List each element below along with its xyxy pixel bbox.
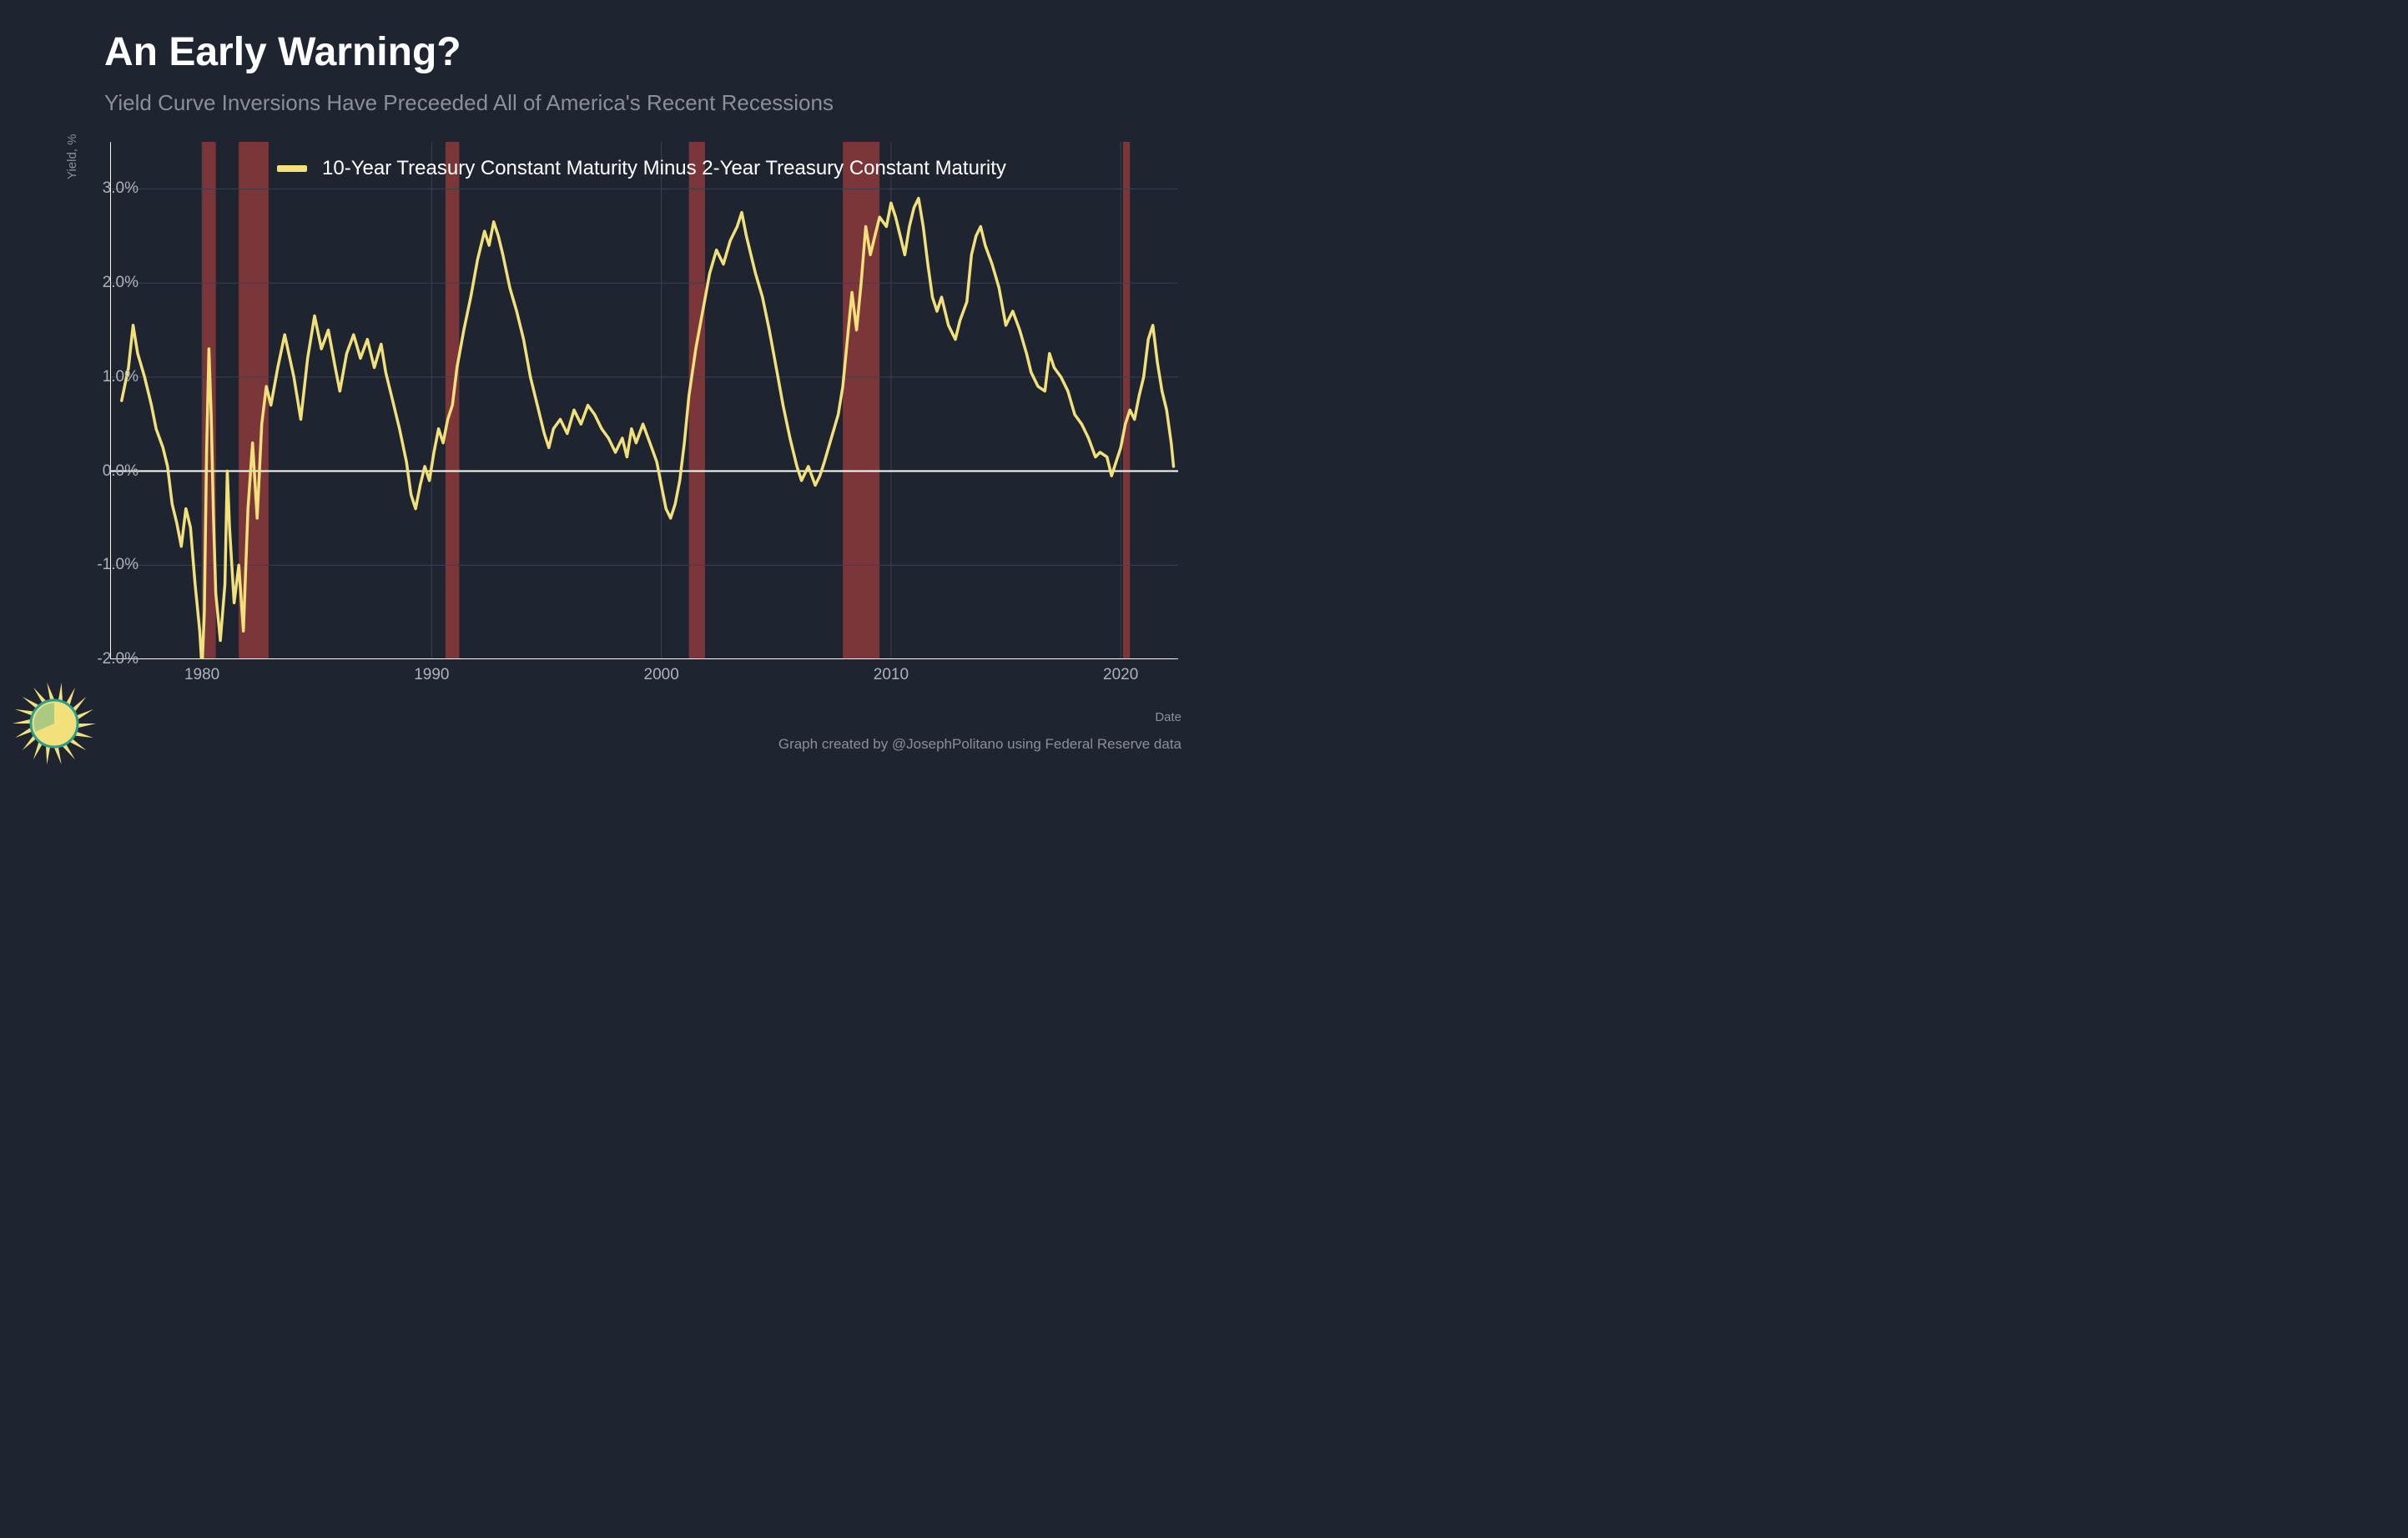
y-axis-label: Yield, % bbox=[65, 134, 79, 179]
y-tick-label: -2.0% bbox=[80, 650, 139, 668]
x-tick-label: 2010 bbox=[874, 666, 909, 684]
x-tick-label: 2020 bbox=[1103, 666, 1138, 684]
chart-title: An Early Warning? bbox=[104, 29, 461, 75]
logo-icon bbox=[8, 678, 100, 769]
chart-svg bbox=[110, 142, 1178, 659]
legend-label: 10-Year Treasury Constant Maturity Minus… bbox=[322, 157, 1006, 180]
y-tick-label: 2.0% bbox=[80, 274, 139, 292]
legend: 10-Year Treasury Constant Maturity Minus… bbox=[277, 157, 1006, 180]
chart-subtitle: Yield Curve Inversions Have Preceeded Al… bbox=[104, 90, 834, 116]
y-tick-label: -1.0% bbox=[80, 556, 139, 574]
plot-area: 10-Year Treasury Constant Maturity Minus… bbox=[110, 142, 1178, 659]
x-tick-label: 1980 bbox=[184, 666, 219, 684]
y-tick-label: 0.0% bbox=[80, 462, 139, 481]
x-tick-label: 1990 bbox=[414, 666, 449, 684]
y-tick-label: 3.0% bbox=[80, 179, 139, 198]
chart-credit: Graph created by @JosephPolitano using F… bbox=[778, 736, 1181, 753]
x-tick-label: 2000 bbox=[644, 666, 679, 684]
legend-swatch bbox=[277, 165, 307, 172]
y-tick-label: 1.0% bbox=[80, 368, 139, 386]
x-axis-label: Date bbox=[1155, 710, 1181, 724]
